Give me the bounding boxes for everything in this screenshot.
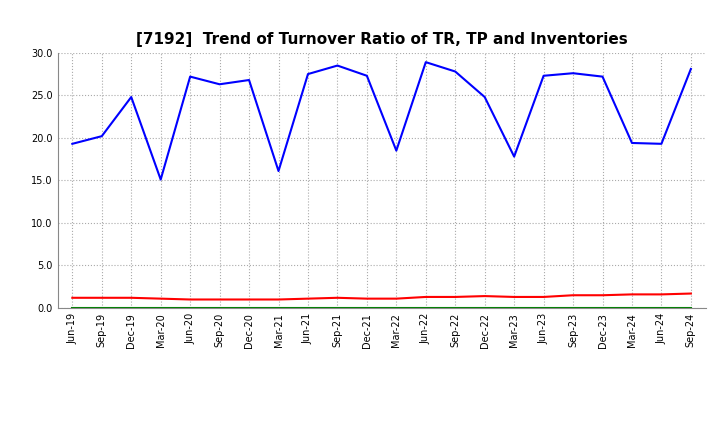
Trade Payables [510, 154, 518, 159]
Inventories [363, 305, 372, 310]
Trade Payables [215, 82, 224, 87]
Trade Receivables [274, 297, 283, 302]
Trade Payables [421, 59, 430, 65]
Trade Payables [68, 141, 76, 147]
Trade Receivables [215, 297, 224, 302]
Inventories [215, 305, 224, 310]
Trade Receivables [451, 294, 459, 300]
Inventories [539, 305, 548, 310]
Trade Payables [657, 141, 666, 147]
Inventories [97, 305, 106, 310]
Trade Receivables [304, 296, 312, 301]
Trade Payables [569, 70, 577, 76]
Trade Receivables [186, 297, 194, 302]
Inventories [657, 305, 666, 310]
Inventories [451, 305, 459, 310]
Trade Receivables [510, 294, 518, 300]
Inventories [68, 305, 76, 310]
Trade Payables [333, 63, 342, 68]
Inventories [628, 305, 636, 310]
Trade Payables [392, 148, 400, 153]
Inventories [274, 305, 283, 310]
Trade Receivables [156, 296, 165, 301]
Trade Payables [274, 169, 283, 174]
Trade Payables [127, 95, 135, 100]
Inventories [510, 305, 518, 310]
Trade Receivables [68, 295, 76, 301]
Inventories [304, 305, 312, 310]
Trade Payables [363, 73, 372, 78]
Trade Payables [628, 140, 636, 146]
Trade Payables [451, 69, 459, 74]
Trade Receivables [421, 294, 430, 300]
Trade Receivables [480, 293, 489, 299]
Trade Payables [304, 71, 312, 77]
Inventories [598, 305, 607, 310]
Inventories [392, 305, 400, 310]
Trade Receivables [333, 295, 342, 301]
Inventories [127, 305, 135, 310]
Trade Payables [539, 73, 548, 78]
Trade Payables [598, 74, 607, 79]
Inventories [569, 305, 577, 310]
Inventories [480, 305, 489, 310]
Trade Receivables [657, 292, 666, 297]
Line: Trade Receivables: Trade Receivables [72, 293, 691, 300]
Inventories [186, 305, 194, 310]
Inventories [421, 305, 430, 310]
Trade Receivables [97, 295, 106, 301]
Trade Payables [97, 133, 106, 139]
Trade Receivables [598, 293, 607, 298]
Trade Payables [480, 95, 489, 100]
Trade Payables [687, 66, 696, 72]
Inventories [245, 305, 253, 310]
Inventories [687, 305, 696, 310]
Trade Receivables [687, 291, 696, 296]
Trade Receivables [628, 292, 636, 297]
Trade Payables [245, 77, 253, 83]
Line: Trade Payables: Trade Payables [72, 62, 691, 180]
Trade Payables [156, 177, 165, 182]
Inventories [333, 305, 342, 310]
Trade Receivables [569, 293, 577, 298]
Trade Receivables [245, 297, 253, 302]
Trade Receivables [539, 294, 548, 300]
Inventories [156, 305, 165, 310]
Trade Payables [186, 74, 194, 79]
Title: [7192]  Trend of Turnover Ratio of TR, TP and Inventories: [7192] Trend of Turnover Ratio of TR, TP… [136, 33, 627, 48]
Trade Receivables [127, 295, 135, 301]
Trade Receivables [392, 296, 400, 301]
Trade Receivables [363, 296, 372, 301]
